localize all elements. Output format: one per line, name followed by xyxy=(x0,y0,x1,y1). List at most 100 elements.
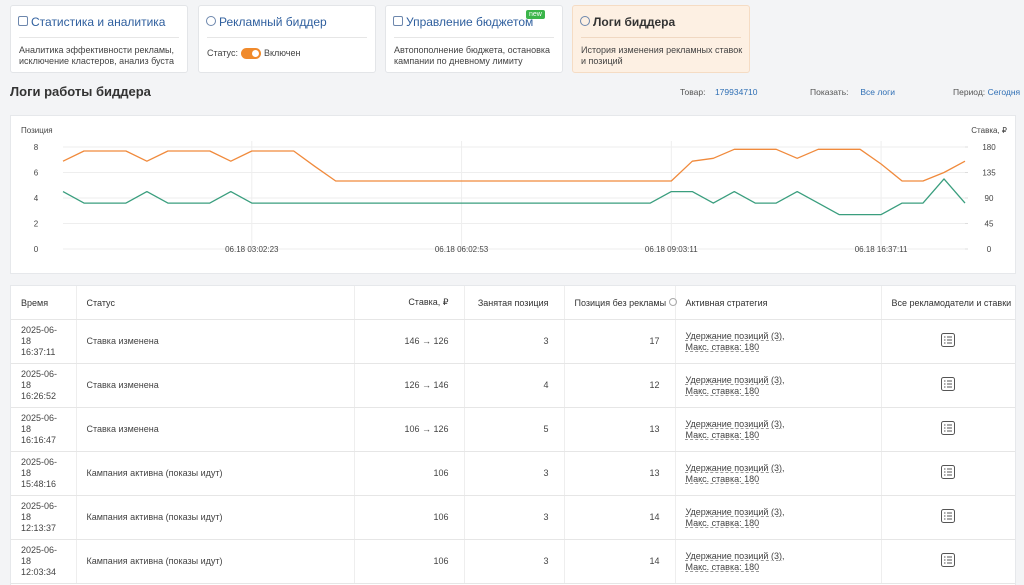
organic-position-cell: 12 xyxy=(564,363,676,408)
status-cell: Кампания активна (показы идут) xyxy=(76,451,355,496)
status-cell: Ставка изменена xyxy=(76,319,355,364)
card-title: Статистика и аналитика xyxy=(31,15,166,29)
strategy-text[interactable]: Макс. ставка: 180 xyxy=(685,385,760,396)
strategy-line: Макс. ставка: 180 xyxy=(686,562,871,573)
strategy-text[interactable]: Удержание позиций (3), xyxy=(685,550,785,561)
strategy-text[interactable]: Макс. ставка: 180 xyxy=(685,473,760,484)
time: 15:48:16 xyxy=(21,479,57,489)
organic-position-cell: 13 xyxy=(564,407,676,452)
strategy-text[interactable]: Удержание позиций (3), xyxy=(685,418,785,429)
table-row: 2025-06-18 16:16:47 Ставка изменена 106 → 1… xyxy=(11,407,1015,452)
card[interactable]: Статистика и аналитика Аналитика эффектив… xyxy=(10,5,188,73)
strategy-text[interactable]: Удержание позиций (3), xyxy=(685,462,785,473)
bid-cell: 126 → 146 xyxy=(354,363,465,408)
y2-tick-label: 180 xyxy=(982,143,996,152)
column-header: Позиция без рекламы xyxy=(564,286,678,320)
position-cell: 4 xyxy=(464,363,565,408)
time: 16:16:47 xyxy=(21,435,57,445)
time-cell: 2025-06-18 12:13:37 xyxy=(11,495,77,540)
strategy-text[interactable]: Удержание позиций (3), xyxy=(685,506,785,517)
toggle[interactable] xyxy=(240,48,261,60)
column-header: Время xyxy=(11,286,77,320)
icon xyxy=(393,16,403,26)
status-cell: Ставка изменена xyxy=(76,407,355,452)
list-icon[interactable] xyxy=(941,509,956,523)
strategy-cell: Удержание позиций (3), Макс. ставка: 180 xyxy=(675,319,882,364)
organic-position-cell: 14 xyxy=(564,495,676,540)
column-header: Все рекламодатели и ставки xyxy=(881,286,1015,320)
strategy-line: Удержание позиций (3), xyxy=(686,551,871,562)
filter-label: Товар: xyxy=(680,87,706,97)
organic-position-cell: 14 xyxy=(564,539,676,584)
card-title: Управление бюджетом xyxy=(406,15,534,29)
position-cell: 3 xyxy=(464,319,565,364)
chart-panel: Позиция Ставка, ₽ 0 2 4 6 8 0 45 90 135 180 06.18 … xyxy=(10,115,1016,274)
list-icon[interactable] xyxy=(941,421,956,435)
strategy-line: Макс. ставка: 180 xyxy=(686,518,871,529)
table-row: 2025-06-18 15:48:16 Кампания активна (пока… xyxy=(11,451,1015,496)
bid-cell: 106 xyxy=(354,539,465,584)
strategy-cell: Удержание позиций (3), Макс. ставка: 180 xyxy=(675,407,882,452)
list-icon[interactable] xyxy=(941,465,956,479)
filter-label: Период: xyxy=(953,87,986,97)
icon xyxy=(18,16,28,26)
time-cell: 2025-06-18 12:03:34 xyxy=(11,539,77,584)
list-icon[interactable] xyxy=(941,377,956,391)
series-line xyxy=(62,178,966,216)
time-cell: 2025-06-18 15:48:16 xyxy=(11,451,77,496)
time-cell: 2025-06-18 16:16:47 xyxy=(11,407,77,452)
strategy-text[interactable]: Удержание позиций (3), xyxy=(685,374,785,385)
page: {"cards":[ {"title":"Статистика и аналит… xyxy=(10,5,1021,585)
table-row: 2025-06-18 16:37:11 Ставка изменена 146 → 1… xyxy=(11,319,1015,364)
strategy-text[interactable]: Макс. ставка: 180 xyxy=(685,561,760,572)
table-row: 2025-06-18 12:03:34 Кампания активна (пока… xyxy=(11,539,1015,584)
filter-value[interactable]: Все логи xyxy=(860,87,895,97)
help-icon[interactable] xyxy=(669,297,678,306)
strategy-line: Удержание позиций (3), xyxy=(686,419,871,430)
x-tick-label: 06.18 09:03:11 xyxy=(645,245,698,254)
table-row: 2025-06-18 12:13:37 Кампания активна (пока… xyxy=(11,495,1015,540)
strategy-cell: Удержание позиций (3), Макс. ставка: 180 xyxy=(675,363,882,408)
strategy-text[interactable]: Макс. ставка: 180 xyxy=(685,517,760,528)
organic-position-cell: 13 xyxy=(564,451,676,496)
strategy-text[interactable]: Макс. ставка: 180 xyxy=(685,429,760,440)
strategy-line: Удержание позиций (3), xyxy=(686,375,871,386)
filter: Период: Сегодня xyxy=(953,87,1020,97)
card-description: История изменения рекламных ставок и поз… xyxy=(581,45,743,66)
strategy-line: Удержание позиций (3), xyxy=(686,331,871,342)
position-cell: 3 xyxy=(464,451,565,496)
strategy-line: Макс. ставка: 180 xyxy=(686,386,871,397)
strategy-cell: Удержание позиций (3), Макс. ставка: 180 xyxy=(675,539,882,584)
list-icon[interactable] xyxy=(941,333,956,347)
card[interactable]: Рекламный биддер Статус: Включен xyxy=(198,5,376,73)
status-cell: Кампания активна (показы идут) xyxy=(76,539,355,584)
filter-value[interactable]: 179934710 xyxy=(714,87,758,97)
table-row: 2025-06-18 16:26:52 Ставка изменена 126 → 1… xyxy=(11,363,1015,408)
column-header: Активная стратегия xyxy=(675,286,882,320)
badge: new xyxy=(526,10,545,19)
strategy-cell: Удержание позиций (3), Макс. ставка: 180 xyxy=(675,451,882,496)
strategy-text[interactable]: Макс. ставка: 180 xyxy=(685,341,760,352)
filter-value[interactable]: Сегодня xyxy=(987,87,1021,97)
y2-tick-label: 45 xyxy=(985,220,994,229)
position-cell: 3 xyxy=(464,495,565,540)
advertisers-cell xyxy=(881,451,1015,496)
strategy-line: Макс. ставка: 180 xyxy=(686,430,871,441)
card[interactable]: Управление бюджетом new Автопополнение бюд… xyxy=(385,5,563,73)
strategy-line: Макс. ставка: 180 xyxy=(686,342,871,353)
y-tick-label: 8 xyxy=(34,143,39,152)
card[interactable]: Логи биддера История изменения рекламных … xyxy=(572,5,750,73)
icon xyxy=(580,16,590,26)
time: 16:26:52 xyxy=(21,391,57,401)
chart: Позиция Ставка, ₽ 0 2 4 6 8 0 45 90 135 180 06.18 … xyxy=(21,126,1007,254)
y2-tick-label: 0 xyxy=(987,245,992,254)
date: 2025-06-18 xyxy=(21,545,58,566)
time: 16:37:11 xyxy=(21,347,56,357)
time: 12:13:37 xyxy=(21,523,57,533)
date: 2025-06-18 xyxy=(21,369,58,390)
status-label: Статус: xyxy=(207,48,238,58)
filter: Товар: 179934710 xyxy=(680,87,758,97)
strategy-text[interactable]: Удержание позиций (3), xyxy=(685,330,785,341)
list-icon[interactable] xyxy=(941,553,956,567)
advertisers-cell xyxy=(881,495,1015,540)
